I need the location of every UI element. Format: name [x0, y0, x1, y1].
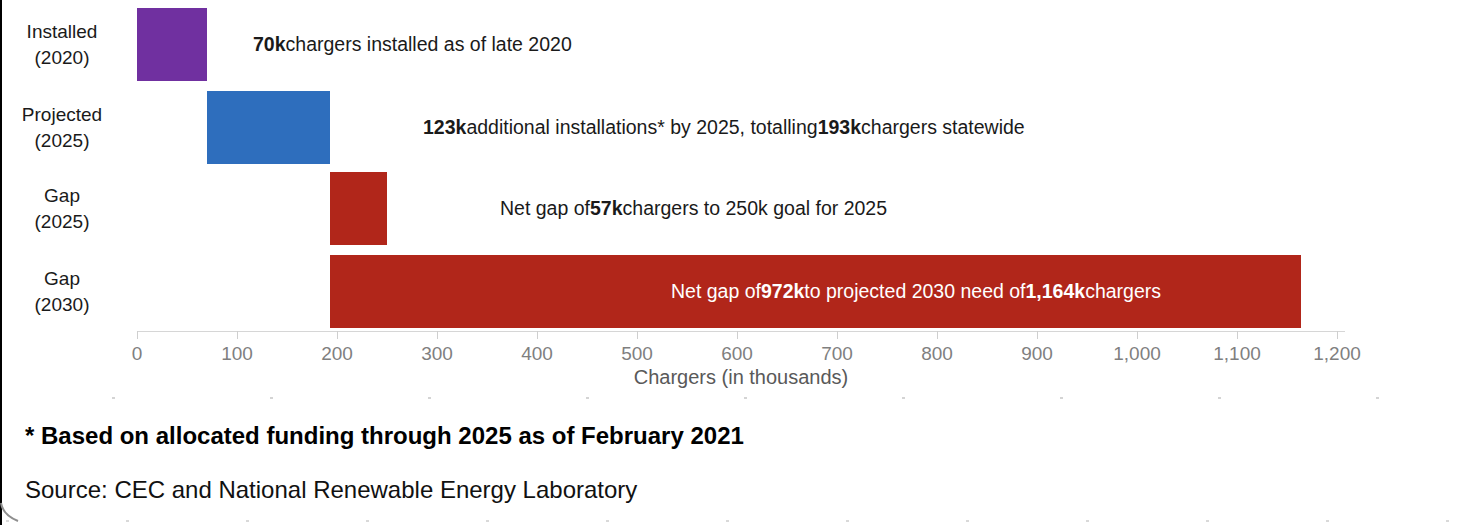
- x-axis-tick-label: 500: [621, 343, 653, 365]
- annotation-text: chargers installed as of late 2020: [286, 33, 572, 56]
- x-axis-tick-label: 0: [132, 343, 143, 365]
- annotation-text: additional installations* by 2025, total…: [466, 116, 817, 139]
- category-label-line: (2030): [35, 292, 90, 318]
- category-label-line: (2025): [35, 128, 90, 154]
- annotation-text: Net gap of: [500, 197, 590, 220]
- x-axis-line: [137, 331, 1345, 332]
- dotted-divider-line: [112, 397, 1466, 399]
- bar-annotation-row2: 123k additional installations* by 2025, …: [423, 91, 1025, 164]
- x-axis-tick: [437, 331, 438, 339]
- x-axis-tick-label: 1,200: [1313, 343, 1361, 365]
- x-axis-tick: [337, 331, 338, 339]
- category-label-line: Gap: [44, 183, 80, 209]
- category-label-row2: Projected(2025): [0, 91, 124, 164]
- chart-bar-row1: [137, 8, 207, 81]
- chart-bar-row2: [207, 91, 330, 164]
- annotation-text: chargers to 250k goal for 2025: [623, 197, 888, 220]
- annotation-value-bold: 193k: [818, 116, 861, 139]
- x-axis-tick-label: 900: [1021, 343, 1053, 365]
- bar-annotation-row1: 70k chargers installed as of late 2020: [253, 8, 572, 81]
- x-axis-tick: [1337, 331, 1338, 339]
- category-label-line: Projected: [22, 102, 102, 128]
- x-axis-tick-label: 100: [221, 343, 253, 365]
- x-axis-tick: [1037, 331, 1038, 339]
- dotted-bottom-edge: [6, 520, 1476, 522]
- bar-annotation-row4: Net gap of 972k to projected 2030 need o…: [671, 255, 1161, 328]
- chart-bar-row3: [330, 172, 387, 245]
- category-label-row1: Installed(2020): [0, 8, 124, 81]
- annotation-value-bold: 57k: [590, 197, 623, 220]
- category-label-row3: Gap(2025): [0, 172, 124, 245]
- x-axis-title: Chargers (in thousands): [634, 366, 849, 389]
- footnote-text: * Based on allocated funding through 202…: [25, 422, 744, 450]
- slide-frame: Installed(2020) 70k chargers installed as…: [0, 0, 1476, 525]
- category-label-line: Installed: [27, 19, 98, 45]
- annotation-text: chargers statewide: [861, 116, 1025, 139]
- category-label-line: Gap: [44, 266, 80, 292]
- x-axis-tick-label: 1,100: [1213, 343, 1261, 365]
- annotation-text: Net gap of: [671, 280, 761, 303]
- x-axis-tick-label: 1,000: [1113, 343, 1161, 365]
- annotation-text: to projected 2030 need of: [804, 280, 1025, 303]
- x-axis-tick: [637, 331, 638, 339]
- x-axis-tick-label: 700: [821, 343, 853, 365]
- source-credit-text: Source: CEC and National Renewable Energ…: [25, 476, 637, 504]
- annotation-value-bold: 1,164k: [1026, 280, 1086, 303]
- annotation-text: chargers: [1085, 280, 1161, 303]
- x-axis-tick: [1137, 331, 1138, 339]
- x-axis-tick-label: 400: [521, 343, 553, 365]
- x-axis-tick: [237, 331, 238, 339]
- category-label-line: (2020): [35, 45, 90, 71]
- annotation-value-bold: 70k: [253, 33, 286, 56]
- x-axis-tick-label: 200: [321, 343, 353, 365]
- x-axis-tick-label: 800: [921, 343, 953, 365]
- x-axis-tick: [137, 331, 138, 339]
- x-axis-tick: [837, 331, 838, 339]
- corner-arc-decoration: [0, 497, 24, 525]
- bar-annotation-row3: Net gap of 57k chargers to 250k goal for…: [500, 172, 887, 245]
- annotation-value-bold: 123k: [423, 116, 466, 139]
- category-label-row4: Gap(2030): [0, 255, 124, 328]
- x-axis-tick-label: 600: [721, 343, 753, 365]
- x-axis-tick: [537, 331, 538, 339]
- x-axis-tick: [937, 331, 938, 339]
- annotation-value-bold: 972k: [761, 280, 804, 303]
- category-label-line: (2025): [35, 209, 90, 235]
- x-axis-tick: [1237, 331, 1238, 339]
- x-axis-tick-label: 300: [421, 343, 453, 365]
- x-axis-tick: [737, 331, 738, 339]
